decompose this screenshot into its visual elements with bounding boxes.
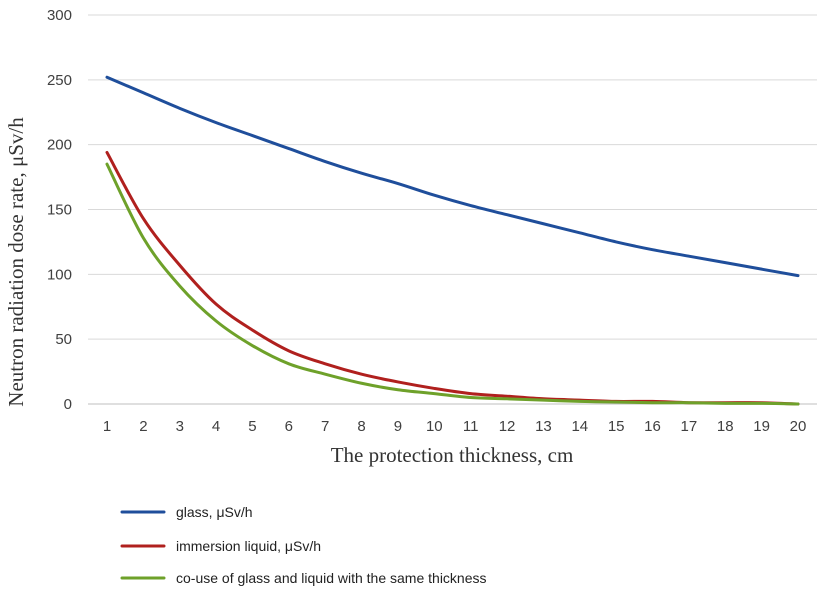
- legend-label: glass, μSv/h: [176, 504, 253, 520]
- x-tick-label: 18: [717, 418, 734, 435]
- legend-label: co-use of glass and liquid with the same…: [176, 570, 487, 586]
- x-tick-label: 15: [608, 418, 625, 435]
- x-tick-label: 16: [644, 418, 661, 435]
- x-tick-label: 1: [103, 418, 111, 435]
- x-tick-label: 7: [321, 418, 329, 435]
- y-tick-label: 250: [47, 72, 72, 89]
- y-tick-label: 0: [64, 396, 72, 413]
- x-tick-label: 9: [394, 418, 402, 435]
- x-tick-label: 17: [681, 418, 698, 435]
- legend-label: immersion liquid, μSv/h: [176, 538, 321, 554]
- x-tick-label: 12: [499, 418, 516, 435]
- series-line-immersion-liquid: [105, 150, 800, 406]
- x-axis-title: The protection thickness, cm: [331, 443, 574, 467]
- legend-item-immersion-liquid: immersion liquid, μSv/h: [120, 538, 321, 554]
- x-tick-label: 19: [753, 418, 770, 435]
- legend-item-co-use: co-use of glass and liquid with the same…: [120, 570, 487, 586]
- legend-item-glass: glass, μSv/h: [120, 504, 253, 520]
- x-tick-label: 3: [176, 418, 184, 435]
- y-tick-label: 50: [55, 331, 72, 348]
- series-line-glass: [105, 75, 800, 278]
- series-lines: [105, 75, 800, 406]
- x-tick-label: 20: [790, 418, 807, 435]
- x-tick-label: 5: [248, 418, 256, 435]
- gridlines: [88, 14, 817, 340]
- x-tick-label: 8: [357, 418, 365, 435]
- legend: glass, μSv/h immersion liquid, μSv/h co-us…: [120, 504, 487, 586]
- x-tick-label: 14: [571, 418, 588, 435]
- y-tick-label: 200: [47, 137, 72, 154]
- y-axis-title: Neutron radiation dose rate, μSv/h: [4, 117, 28, 407]
- x-tick-label: 6: [285, 418, 293, 435]
- x-tick-label: 11: [463, 418, 479, 435]
- x-tick-label: 10: [426, 418, 443, 435]
- x-tick-label: 13: [535, 418, 552, 435]
- y-tick-label: 100: [47, 266, 72, 283]
- series-line-co-use: [105, 162, 800, 406]
- y-tick-label: 300: [47, 7, 72, 24]
- x-tick-label: 2: [139, 418, 147, 435]
- x-tick-label: 4: [212, 418, 220, 435]
- y-tick-label: 150: [47, 202, 72, 219]
